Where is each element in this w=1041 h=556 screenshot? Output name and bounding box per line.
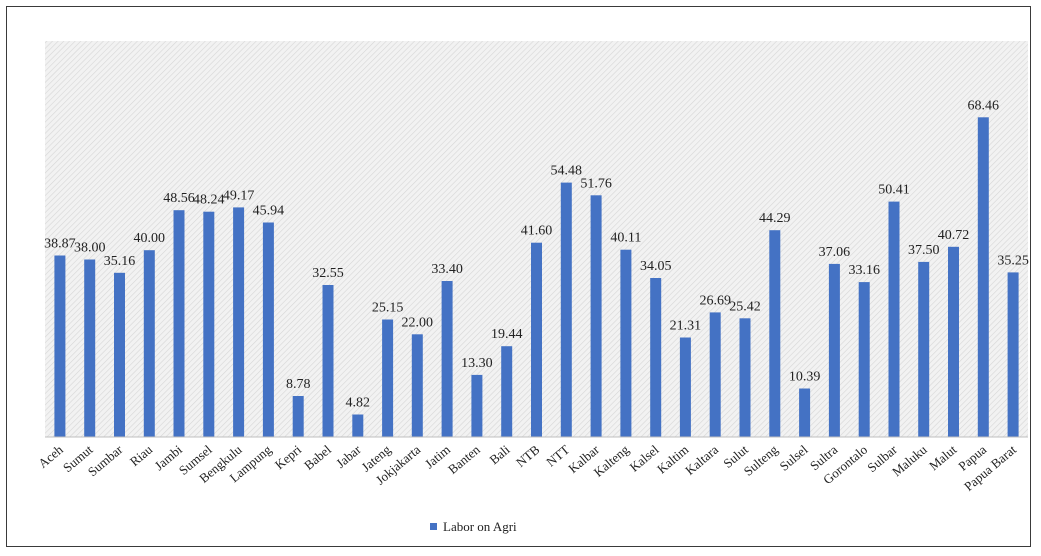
bar-riau [143,250,155,437]
bar-sulteng [769,230,781,437]
value-label: 35.16 [104,254,136,269]
bar-kaltara [709,312,721,437]
value-label: 48.24 [193,193,225,208]
category-label: Kaltara [682,442,721,478]
bar-papua [977,117,989,438]
bar-sumsel [203,211,215,437]
bar-sulbar [888,201,900,437]
value-label: 35.25 [997,253,1029,268]
bar-sultra [828,263,840,437]
category-label: Jabar [333,441,364,471]
bar-bengkulu [233,207,245,437]
category-label: Maluku [889,441,930,479]
category-label: Kepri [272,442,305,473]
value-label: 26.69 [699,293,731,308]
value-label: 8.78 [286,377,311,392]
bar-gorontalo [858,282,870,437]
category-label: NTB [513,442,543,470]
bar-sulut [739,318,751,437]
value-label: 34.05 [640,259,672,274]
chart-frame: 38.87 38.00 35.16 40.00 48.56 48.24 49.17 45.94… [6,6,1031,547]
value-label: 38.87 [44,237,76,252]
value-label: 44.29 [759,211,791,226]
value-label: 33.40 [431,262,463,277]
category-label: Sulsel [777,442,811,474]
value-label: 40.00 [134,231,166,246]
bar-sumbar [114,272,125,437]
value-label: 33.16 [848,263,880,278]
value-label: 37.50 [908,243,940,258]
value-label: 13.30 [461,356,493,371]
value-label: 68.46 [968,98,1000,113]
value-label: 49.17 [223,188,255,203]
category-label: Sumbar [85,441,126,479]
bar-babel [322,285,334,437]
value-label: 51.76 [580,176,612,191]
bar-kalbar [590,195,602,437]
value-label: 25.42 [729,299,761,314]
value-label: 54.48 [551,164,583,179]
value-label: 21.31 [670,319,702,334]
legend-swatch [430,523,437,530]
bar-kalteng [620,249,632,437]
bar-jabar [352,414,364,437]
bar-jateng [382,319,394,437]
value-label: 38.00 [74,241,106,256]
bar-maluku [918,261,930,437]
bar-papua-barat [1007,272,1019,437]
category-label: Bali [486,442,513,468]
category-label: Banten [445,441,483,476]
value-label: 19.44 [491,327,523,342]
legend-label: Labor on Agri [443,519,517,534]
value-label: 22.00 [402,315,434,330]
value-label: 48.56 [163,191,195,206]
bar-kaltim [679,337,691,437]
category-label: Malut [926,442,960,474]
value-label: 50.41 [878,183,910,198]
value-label: 40.72 [938,228,970,243]
category-label: Sulteng [741,441,781,478]
bar-malut [948,246,959,437]
bar-sulsel [799,388,811,437]
value-label: 41.60 [521,224,553,239]
bar-jatim [441,281,453,437]
value-label: 32.55 [312,266,344,281]
category-label: Kalsel [627,442,662,475]
value-label: 10.39 [789,370,821,385]
value-label: 25.15 [372,301,404,316]
bar-bali [501,346,513,437]
legend: Labor on Agri [430,519,517,534]
bar-banten [471,374,483,437]
bar-sumut [84,259,96,437]
bar-kepri [292,396,304,437]
bar-jokjakarta [411,334,423,437]
value-label: 37.06 [819,245,851,260]
bar-aceh [54,255,66,437]
value-label: 4.82 [346,396,371,411]
bar-kalsel [650,278,662,437]
category-label: Babel [301,442,334,473]
bar-jambi [173,210,185,437]
value-label: 45.94 [253,204,285,219]
bars-group [54,117,1019,438]
category-label: Riau [127,441,156,469]
bar-ntb [531,242,542,437]
bar-ntt [560,182,572,437]
value-label: 40.11 [610,231,641,246]
bar-lampung [262,222,274,437]
